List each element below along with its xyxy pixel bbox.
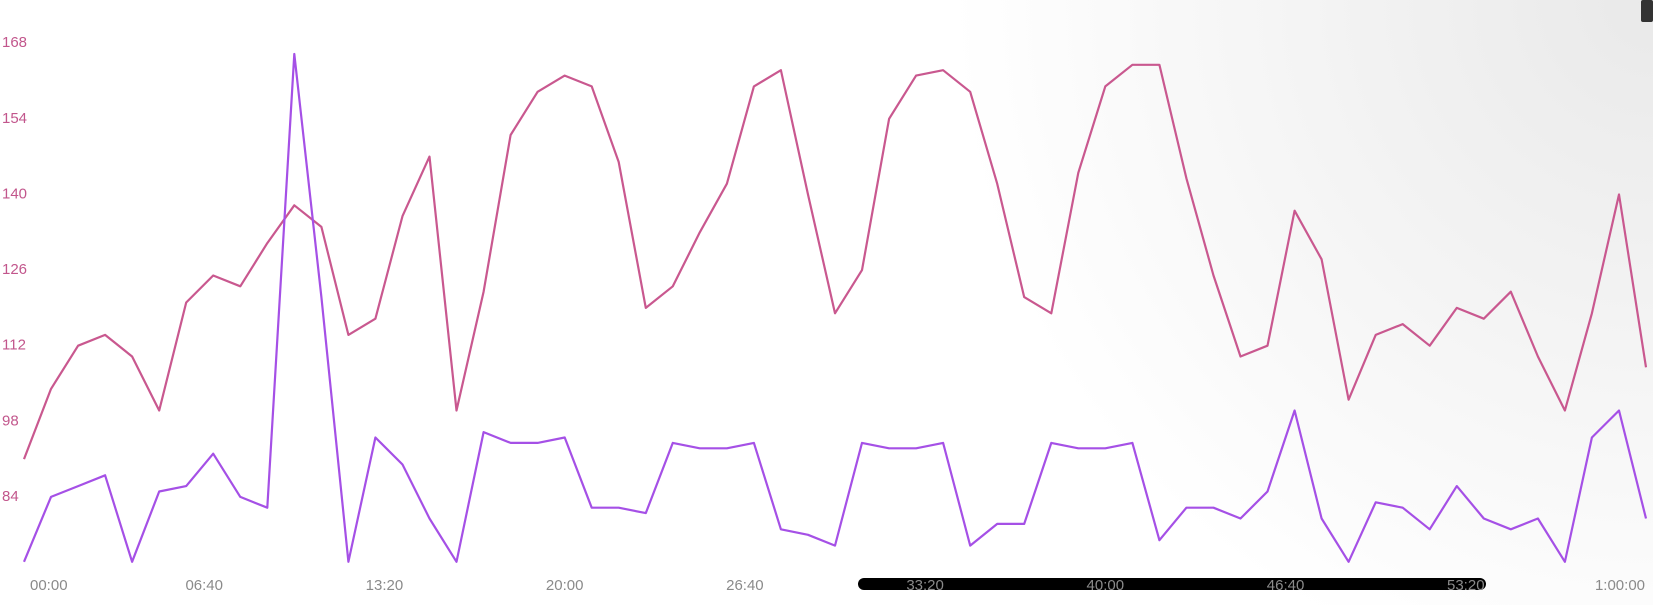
x-tick-label: 00:00 (30, 577, 68, 594)
x-tick-label: 53:20 (1447, 577, 1485, 594)
x-tick-label: 20:00 (546, 577, 584, 594)
data-line (22, 52, 1648, 563)
plot-area (22, 52, 1648, 563)
y-tick-label: 168 (2, 34, 27, 51)
y-tick-label: 112 (2, 337, 26, 354)
x-tick-label: 1:00:00 (1595, 577, 1645, 594)
x-tick-label: 06:40 (185, 577, 223, 594)
y-tick-label: 126 (2, 261, 27, 278)
x-tick-label: 26:40 (726, 577, 764, 594)
y-tick-label: 140 (2, 185, 27, 202)
data-line (22, 63, 1648, 460)
x-tick-label: 40:00 (1087, 577, 1125, 594)
x-tick-label: 33:20 (906, 577, 944, 594)
y-tick-label: 154 (2, 110, 27, 127)
home-indicator (858, 578, 1486, 590)
corner-control (1641, 0, 1653, 22)
y-tick-label: 98 (2, 412, 19, 429)
x-tick-label: 46:40 (1267, 577, 1305, 594)
y-tick-label: 84 (2, 488, 19, 505)
x-tick-label: 13:20 (366, 577, 404, 594)
